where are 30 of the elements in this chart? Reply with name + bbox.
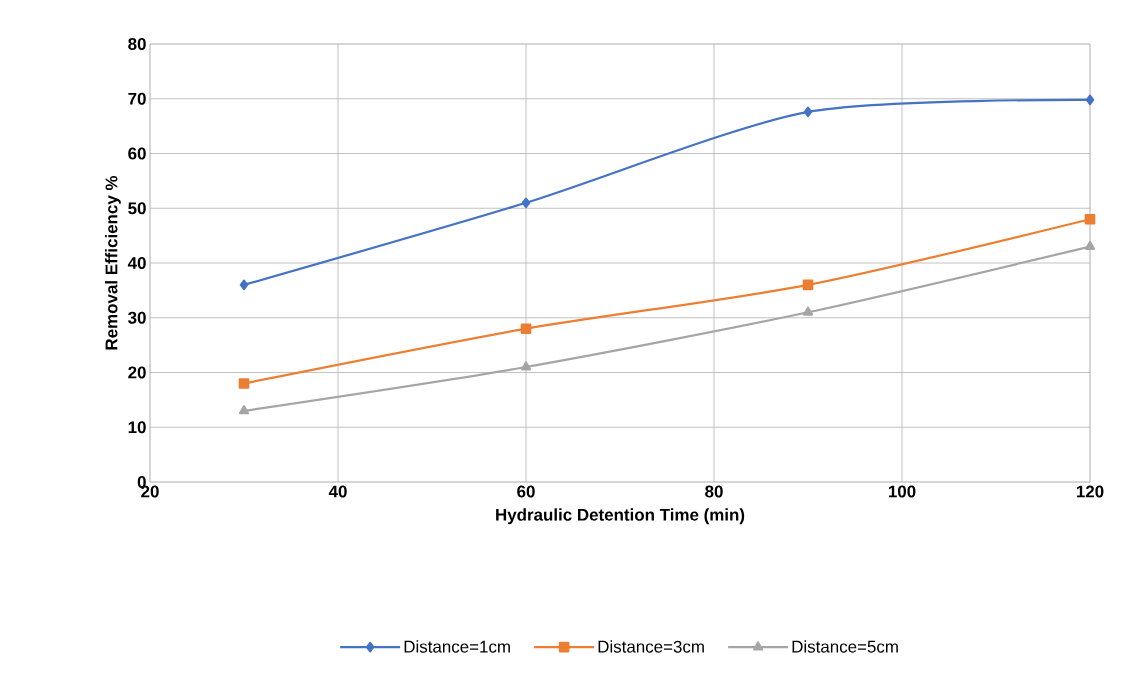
point (520, 323, 532, 334)
point (239, 279, 249, 291)
point (803, 106, 813, 118)
y-tick-label: 20 (128, 366, 146, 379)
point (238, 405, 250, 415)
x-tick-label: 120 (1076, 485, 1104, 498)
legend-label: Distance=5cm (792, 640, 898, 653)
point (521, 197, 531, 209)
y-tick-label: 10 (128, 421, 146, 434)
y-tick-label: 50 (128, 202, 146, 215)
point (802, 279, 814, 291)
point (1084, 213, 1096, 225)
y-tick-label: 40 (127, 257, 146, 269)
x-tick-label: 60 (517, 485, 535, 498)
point (802, 306, 814, 316)
legend-label: Distance=3cm (598, 640, 704, 653)
x-axis-title: Hydraulic Detention Time (min) (496, 508, 745, 525)
x-tick-label: 100 (888, 485, 916, 498)
x-tick-label: 40 (328, 485, 347, 498)
y-tick-label: 70 (128, 92, 146, 105)
y-tick-label: 80 (128, 38, 146, 50)
point (520, 361, 532, 371)
point (1085, 94, 1095, 106)
point (238, 378, 250, 389)
y-axis-title: Removal Efficiency % (105, 175, 121, 350)
legend-label: Distance=1cm (404, 640, 510, 653)
y-tick-label: 60 (128, 147, 146, 160)
y-tick-label: 30 (128, 311, 146, 324)
x-tick-label: 80 (705, 485, 723, 498)
point (1084, 240, 1096, 250)
